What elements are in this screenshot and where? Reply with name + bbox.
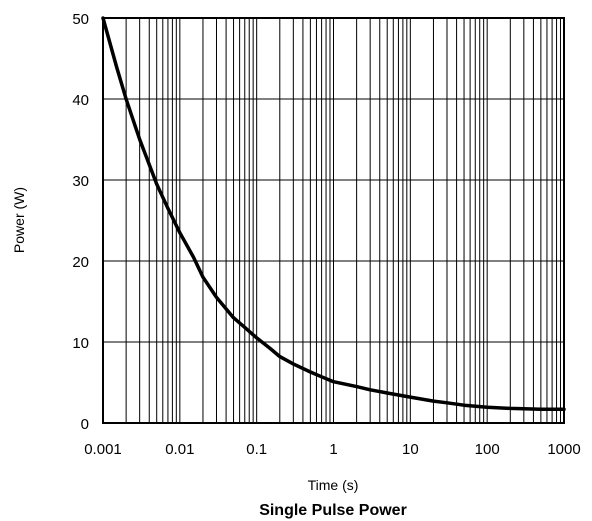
x-tick-label: 100 [475,441,500,458]
y-axis-title: Power (W) [11,187,27,253]
y-tick-labels: 0 10 20 30 40 50 [72,11,89,433]
x-tick-label: 0.01 [165,441,194,458]
x-tick-label: 1000 [547,441,580,458]
x-tick-labels: 0.001 0.01 0.1 1 10 100 1000 [84,441,580,458]
curve-layer [101,16,566,411]
y-tick-label: 30 [72,173,89,190]
x-tick-label: 0.001 [84,441,122,458]
y-tick-label: 10 [72,335,89,352]
grid-lines [102,17,564,424]
plot-frame [102,17,565,424]
x-tick-label: 10 [402,441,419,458]
y-tick-label: 0 [81,416,89,433]
chart-title: Single Pulse Power [259,502,407,519]
x-tick-label: 0.1 [246,441,267,458]
power-curve [101,16,566,411]
y-tick-label: 20 [72,254,89,271]
y-tick-label: 50 [72,11,89,28]
x-tick-label: 1 [329,441,337,458]
y-tick-label: 40 [72,92,89,109]
x-axis-title: Time (s) [308,477,359,493]
